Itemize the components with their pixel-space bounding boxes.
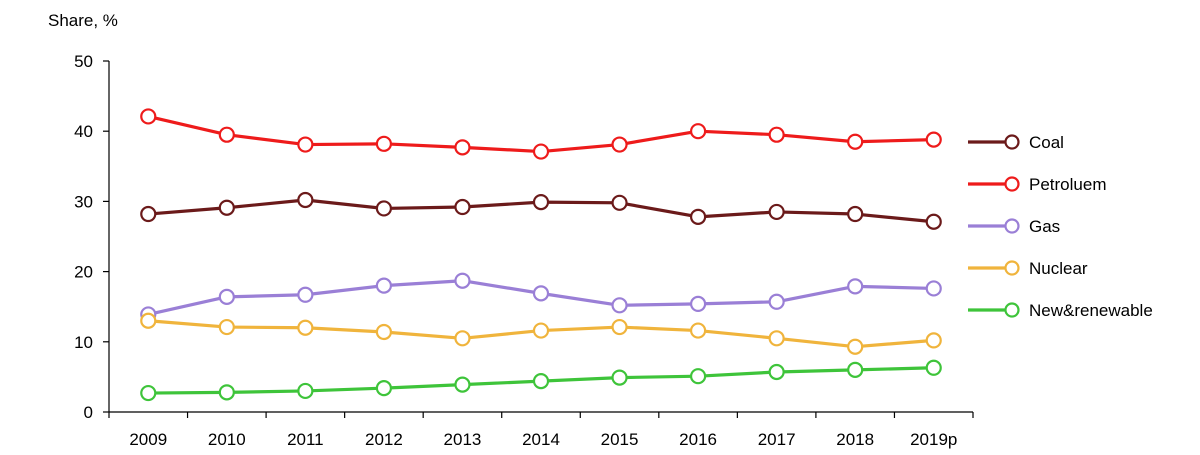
data-point-nuclear bbox=[768, 330, 785, 347]
x-tick-label: 2019p bbox=[910, 430, 957, 449]
data-point-petroluem bbox=[140, 108, 157, 125]
data-point-coal bbox=[532, 194, 550, 211]
data-point-gas bbox=[768, 293, 785, 310]
data-point-gas bbox=[847, 278, 864, 295]
series-nuclear bbox=[140, 312, 942, 355]
y-tick-label: 0 bbox=[84, 403, 93, 422]
data-point-new-renewable bbox=[454, 376, 471, 393]
data-point-new-renewable bbox=[140, 384, 157, 402]
data-point-petroluem bbox=[925, 131, 942, 148]
data-point-gas bbox=[689, 295, 707, 312]
data-point-petroluem bbox=[768, 126, 785, 143]
y-axis-label: Share, % bbox=[48, 11, 118, 30]
data-point-nuclear bbox=[611, 318, 628, 336]
legend-item-nuclear: Nuclear bbox=[968, 259, 1088, 278]
data-point-nuclear bbox=[140, 312, 157, 329]
data-point-petroluem bbox=[847, 133, 864, 150]
data-point-gas bbox=[454, 272, 471, 289]
data-point-new-renewable bbox=[689, 368, 707, 385]
data-point-coal bbox=[218, 199, 235, 216]
data-point-new-renewable bbox=[925, 359, 942, 376]
data-point-coal bbox=[847, 205, 864, 223]
legend-swatch-marker bbox=[1004, 218, 1020, 234]
axes bbox=[103, 60, 974, 418]
x-tick-label: 2013 bbox=[444, 430, 482, 449]
data-point-nuclear bbox=[532, 322, 550, 339]
legend-swatch-marker bbox=[1004, 260, 1020, 276]
data-point-coal bbox=[375, 200, 393, 217]
y-tick-label: 20 bbox=[74, 263, 93, 282]
data-point-new-renewable bbox=[375, 380, 393, 397]
data-point-gas bbox=[375, 277, 393, 294]
x-tick-label: 2015 bbox=[601, 430, 639, 449]
data-point-gas bbox=[297, 286, 314, 303]
legend-label: Gas bbox=[1029, 217, 1060, 236]
data-point-new-renewable bbox=[532, 373, 550, 390]
data-point-nuclear bbox=[847, 338, 864, 355]
x-tick-label: 2011 bbox=[287, 430, 324, 449]
legend-item-gas: Gas bbox=[968, 217, 1060, 236]
legend-label: New&renewable bbox=[1029, 301, 1153, 320]
data-point-new-renewable bbox=[611, 369, 628, 386]
data-point-gas bbox=[925, 280, 942, 297]
data-point-nuclear bbox=[689, 322, 707, 339]
x-tick-label: 2009 bbox=[129, 430, 167, 449]
legend-label: Petroluem bbox=[1029, 175, 1106, 194]
data-point-new-renewable bbox=[218, 384, 235, 401]
x-tick-label: 2012 bbox=[365, 430, 403, 449]
data-point-nuclear bbox=[925, 332, 942, 349]
y-tick-label: 40 bbox=[74, 122, 93, 141]
x-tick-labels: 2009 2010 2011 2012 2013 2014 2015 2016 2017 2018… bbox=[129, 430, 957, 449]
x-tick-label: 2016 bbox=[679, 430, 717, 449]
series-new-renewable bbox=[140, 359, 942, 402]
y-tick-labels: 0 10 20 30 40 50 bbox=[74, 52, 93, 422]
data-point-petroluem bbox=[297, 136, 314, 153]
legend-item-petroluem: Petroluem bbox=[968, 175, 1106, 194]
data-point-coal bbox=[140, 205, 157, 223]
data-point-petroluem bbox=[611, 136, 628, 153]
data-point-new-renewable bbox=[847, 361, 864, 378]
data-point-coal bbox=[768, 203, 785, 221]
series-gas bbox=[140, 272, 942, 323]
x-tick-label: 2014 bbox=[522, 430, 560, 449]
legend-swatch-marker bbox=[1004, 176, 1020, 192]
series-petroluem bbox=[140, 108, 942, 160]
data-point-new-renewable bbox=[297, 382, 314, 400]
data-point-coal bbox=[925, 213, 942, 230]
legend-swatch-marker bbox=[1004, 302, 1020, 318]
data-point-gas bbox=[611, 297, 628, 314]
data-point-nuclear bbox=[375, 323, 393, 341]
data-point-petroluem bbox=[532, 143, 550, 160]
data-point-coal bbox=[611, 194, 628, 211]
legend-item-new-renewable: New&renewable bbox=[968, 301, 1153, 320]
data-point-petroluem bbox=[375, 135, 393, 152]
legend-label: Coal bbox=[1029, 133, 1064, 152]
x-tick-label: 2017 bbox=[758, 430, 796, 449]
x-tick-label: 2018 bbox=[836, 430, 874, 449]
data-point-petroluem bbox=[689, 123, 707, 140]
data-point-gas bbox=[218, 288, 235, 305]
data-point-coal bbox=[297, 191, 314, 209]
y-tick-label: 30 bbox=[74, 192, 93, 211]
series-coal bbox=[140, 191, 942, 230]
legend-swatch-marker bbox=[1004, 134, 1020, 150]
data-point-nuclear bbox=[297, 319, 314, 336]
x-tick-label: 2010 bbox=[208, 430, 246, 449]
legend-item-coal: Coal bbox=[968, 133, 1064, 152]
data-point-new-renewable bbox=[768, 363, 785, 381]
data-point-nuclear bbox=[218, 318, 235, 336]
data-point-gas bbox=[532, 285, 550, 302]
data-point-coal bbox=[689, 208, 707, 225]
y-tick-label: 50 bbox=[74, 52, 93, 71]
series-lines bbox=[140, 108, 942, 402]
legend: Coal Petroluem Gas Nuclear New&renewable bbox=[968, 133, 1153, 320]
data-point-petroluem bbox=[218, 126, 235, 143]
data-point-coal bbox=[454, 198, 471, 216]
y-tick-label: 10 bbox=[74, 333, 93, 352]
data-point-petroluem bbox=[454, 139, 471, 156]
data-point-nuclear bbox=[454, 330, 471, 347]
legend-label: Nuclear bbox=[1029, 259, 1088, 278]
